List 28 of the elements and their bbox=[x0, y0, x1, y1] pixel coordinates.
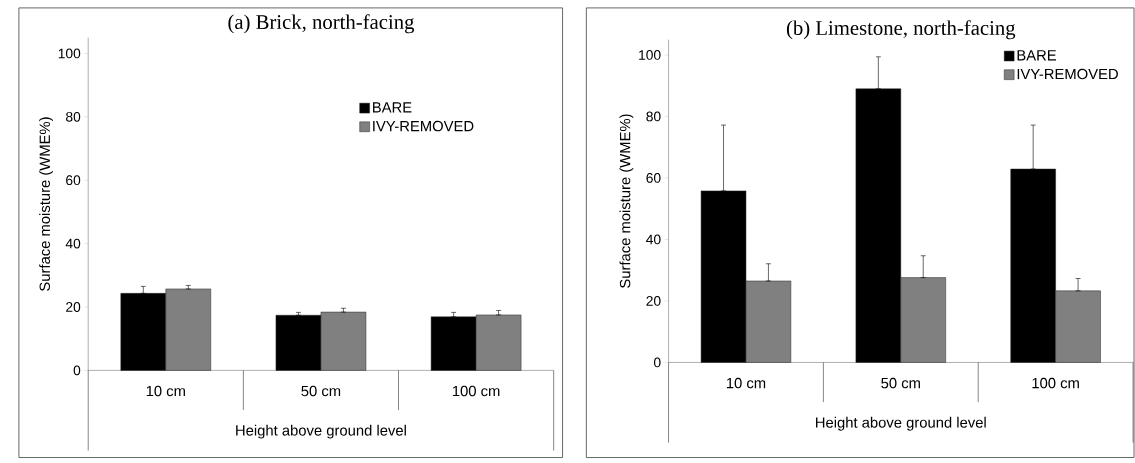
y-tick-label: 60 bbox=[646, 172, 661, 183]
x-tick-label: 100 cm bbox=[1032, 377, 1079, 389]
chart-title: (a) Brick, north-facing bbox=[228, 14, 415, 34]
x-axis-title: Height above ground level bbox=[236, 424, 406, 439]
y-tick-label: 20 bbox=[646, 295, 661, 306]
y-tick-label: 40 bbox=[646, 234, 661, 245]
y-tick-label: 0 bbox=[653, 357, 661, 368]
x-tick-label: 50 cm bbox=[881, 377, 920, 389]
y-axis-title: Surface moisture (WME%) bbox=[39, 117, 53, 291]
legend-label: IVY-REMOVED bbox=[373, 120, 474, 132]
y-tick-label: 40 bbox=[65, 238, 81, 249]
y-tick-label: 100 bbox=[58, 48, 81, 59]
x-axis-title: Height above ground level bbox=[816, 416, 986, 431]
y-axis-title: Surface moisture (WME%) bbox=[619, 114, 634, 288]
x-tick-label: 50 cm bbox=[301, 385, 341, 396]
legend-label: IVY-REMOVED bbox=[1017, 68, 1118, 80]
y-tick-label: 0 bbox=[73, 365, 81, 376]
legend-label: BARE bbox=[373, 102, 412, 113]
legend-label: BARE bbox=[1017, 49, 1057, 61]
chart-title: (b) Limestone, north-facing bbox=[786, 19, 1016, 40]
x-tick-label: 100 cm bbox=[452, 385, 500, 396]
y-tick-label: 80 bbox=[66, 111, 81, 122]
y-tick-label: 60 bbox=[66, 175, 81, 185]
y-tick-label: 20 bbox=[66, 301, 81, 312]
x-tick-label: 10 cm bbox=[726, 377, 766, 389]
x-tick-label: 10 cm bbox=[146, 385, 185, 396]
y-tick-label: 80 bbox=[646, 111, 661, 122]
y-tick-label: 100 bbox=[639, 49, 661, 60]
